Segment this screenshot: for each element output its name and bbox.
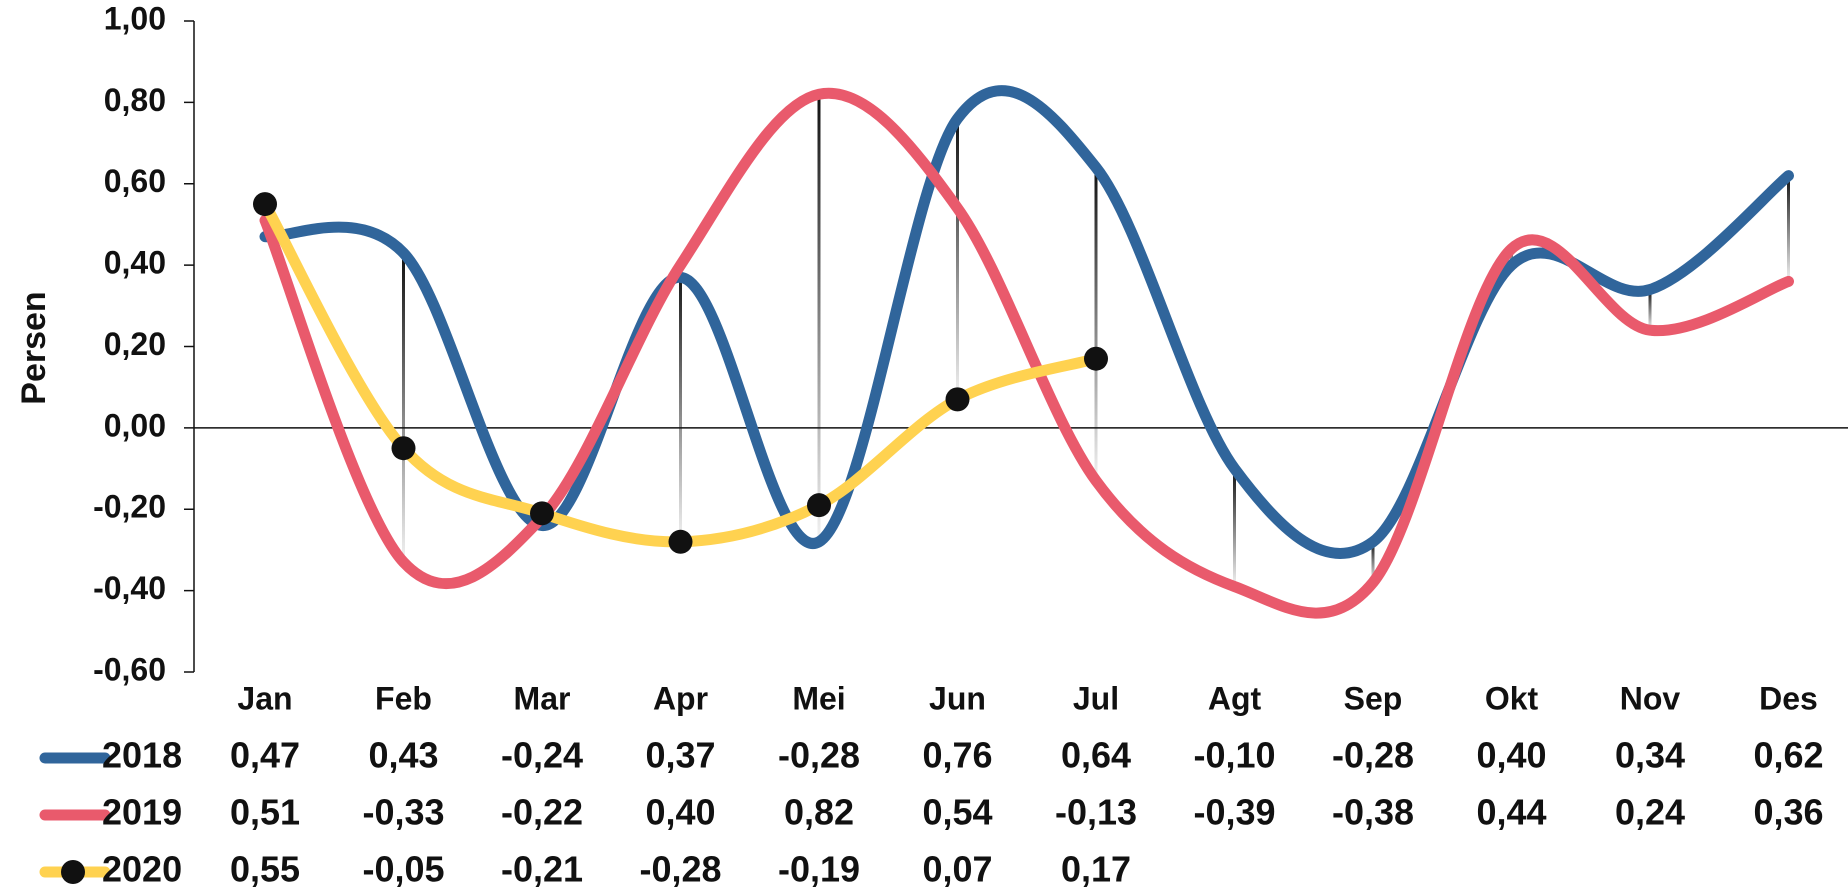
x-tick-label: Jul xyxy=(1073,680,1119,716)
y-tick-label: -0,40 xyxy=(93,570,166,606)
y-tick-label: 1,00 xyxy=(104,0,166,36)
data-point xyxy=(1084,346,1108,371)
table-value: 0,47 xyxy=(230,735,300,776)
high-low-line xyxy=(1510,248,1513,266)
table-value: -0,19 xyxy=(778,849,860,890)
x-tick-label: Sep xyxy=(1344,680,1403,716)
table-value: 0,17 xyxy=(1061,849,1131,890)
high-low-line xyxy=(402,252,405,563)
y-tick-label: -0,20 xyxy=(93,489,166,525)
table-value: 0,40 xyxy=(1476,735,1546,776)
x-tick-label: Mei xyxy=(792,680,845,716)
data-point xyxy=(945,387,970,412)
legend-label: 2020 xyxy=(102,849,182,890)
table-value: 0,62 xyxy=(1753,735,1823,776)
table-value: 0,43 xyxy=(368,735,438,776)
data-point xyxy=(530,501,554,526)
table-value: -0,28 xyxy=(639,849,721,890)
table-value: -0,39 xyxy=(1193,792,1275,833)
table-value: 0,24 xyxy=(1615,792,1685,833)
table-value: -0,28 xyxy=(778,735,860,776)
x-tick-label: Mar xyxy=(514,680,571,716)
x-tick-label: Okt xyxy=(1485,680,1539,716)
high-low-line xyxy=(1094,167,1098,481)
table-value: 0,76 xyxy=(922,735,992,776)
x-tick-label: Apr xyxy=(653,680,708,716)
x-tick-label: Des xyxy=(1759,680,1818,716)
table-value: 0,54 xyxy=(922,792,992,833)
table-value: -0,05 xyxy=(362,849,444,890)
high-low-line xyxy=(1233,468,1236,587)
table-value: -0,33 xyxy=(362,792,444,833)
data-point xyxy=(668,529,693,554)
table-value: 0,07 xyxy=(922,849,992,890)
table-value: -0,38 xyxy=(1332,792,1414,833)
table-value: 0,40 xyxy=(645,792,715,833)
legend-label: 2019 xyxy=(102,792,182,833)
legend-marker xyxy=(61,860,85,884)
series-line xyxy=(259,87,1794,619)
table-value: -0,22 xyxy=(501,792,583,833)
data-point xyxy=(253,192,277,217)
y-tick-label: 0,20 xyxy=(104,326,166,362)
data-point xyxy=(807,493,831,518)
y-tick-label: 0,00 xyxy=(104,407,166,443)
high-low-line xyxy=(679,265,682,542)
x-tick-label: Feb xyxy=(375,680,432,716)
table-value: -0,28 xyxy=(1332,735,1414,776)
table-value: -0,13 xyxy=(1055,792,1137,833)
x-tick-label: Nov xyxy=(1620,680,1681,716)
table-value: -0,24 xyxy=(501,735,583,776)
data-point xyxy=(391,436,416,461)
table-value: 0,36 xyxy=(1753,792,1823,833)
table-value: -0,21 xyxy=(501,849,583,890)
y-tick-label: 0,80 xyxy=(104,82,166,118)
y-axis-label: Persen xyxy=(15,291,53,404)
high-low-line xyxy=(1648,289,1652,331)
high-low-line xyxy=(817,94,821,542)
table-value: 0,51 xyxy=(230,792,300,833)
table-value: 0,82 xyxy=(784,792,854,833)
legend-label: 2018 xyxy=(102,735,182,776)
y-tick-label: 0,40 xyxy=(104,245,166,281)
y-tick-label: -0,60 xyxy=(93,651,166,687)
high-low-line xyxy=(956,118,959,400)
high-low-line xyxy=(1371,541,1375,583)
y-tick-label: 0,60 xyxy=(104,163,166,199)
x-tick-label: Jun xyxy=(929,680,986,716)
x-tick-label: Agt xyxy=(1208,680,1262,716)
table-value: 0,37 xyxy=(645,735,715,776)
x-tick-label: Jan xyxy=(237,680,292,716)
high-low-line xyxy=(1787,175,1790,282)
table-value: 0,64 xyxy=(1061,735,1131,776)
table-value: 0,34 xyxy=(1615,735,1685,776)
table-value: 0,55 xyxy=(230,849,300,890)
table-value: -0,10 xyxy=(1193,735,1275,776)
table-value: 0,44 xyxy=(1476,792,1546,833)
series-line xyxy=(259,85,1794,559)
